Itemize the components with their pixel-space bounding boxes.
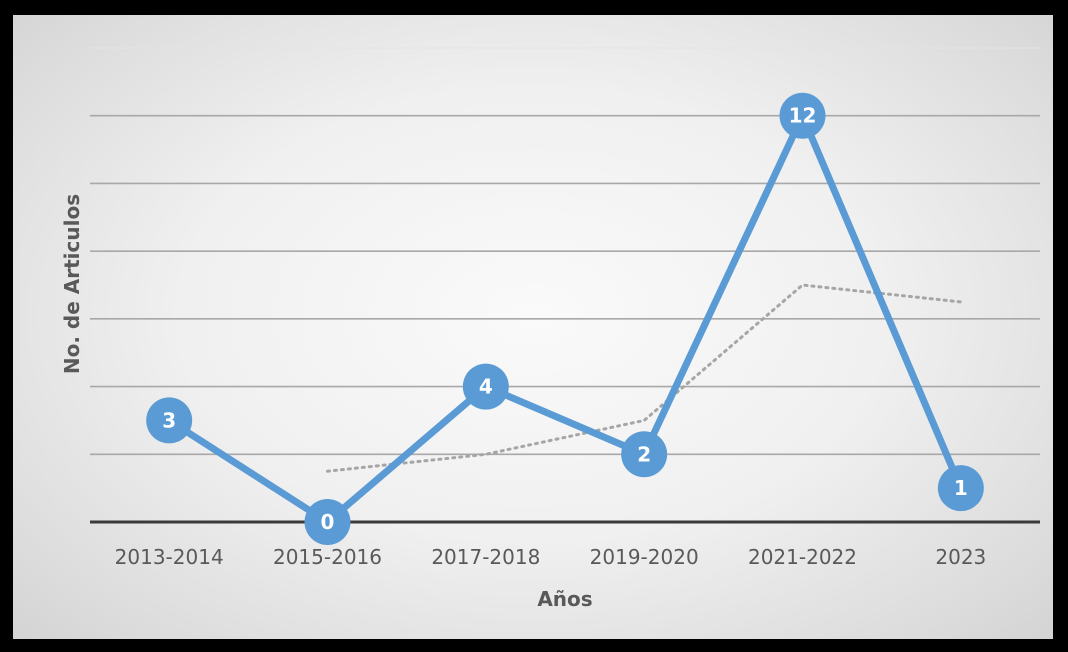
x-tick-label: 2019-2020: [590, 545, 699, 569]
gridlines: [90, 47, 1040, 456]
x-tick-label: 2013-2014: [115, 545, 224, 569]
data-marker: [304, 499, 351, 545]
data-label: 2: [637, 442, 651, 466]
data-marker: [779, 92, 826, 139]
x-axis-title: Años: [537, 587, 592, 611]
data-marker: [146, 397, 193, 444]
data-marker: [462, 363, 509, 410]
data-point: 1: [937, 465, 984, 512]
data-label: 3: [162, 408, 176, 432]
data-label: 1: [954, 476, 968, 500]
chart-panel: [13, 15, 1053, 639]
data-point: 0: [304, 499, 351, 545]
trendline: [326, 283, 963, 473]
y-axis-title: No. de Articulos: [60, 194, 84, 374]
data-point: 12: [779, 92, 826, 139]
data-point: 3: [146, 397, 193, 444]
data-label: 0: [321, 510, 335, 534]
data-marker: [621, 431, 668, 478]
x-tick-label: 2015-2016: [273, 545, 382, 569]
data-point: 2: [621, 431, 668, 478]
data-points: 3 0 4 2 12 1: [146, 92, 984, 545]
x-tick-label: 2021-2022: [748, 545, 857, 569]
data-marker: [937, 465, 984, 512]
x-tick-labels: 2013-2014 2015-2016 2017-2018 2019-2020 2021…: [115, 545, 987, 569]
x-tick-label: 2017-2018: [431, 545, 540, 569]
x-tick-label: 2023: [935, 545, 986, 569]
series-line: [167, 112, 965, 526]
data-label: 4: [479, 375, 493, 399]
data-label: 12: [789, 104, 817, 128]
data-point: 4: [462, 363, 509, 410]
